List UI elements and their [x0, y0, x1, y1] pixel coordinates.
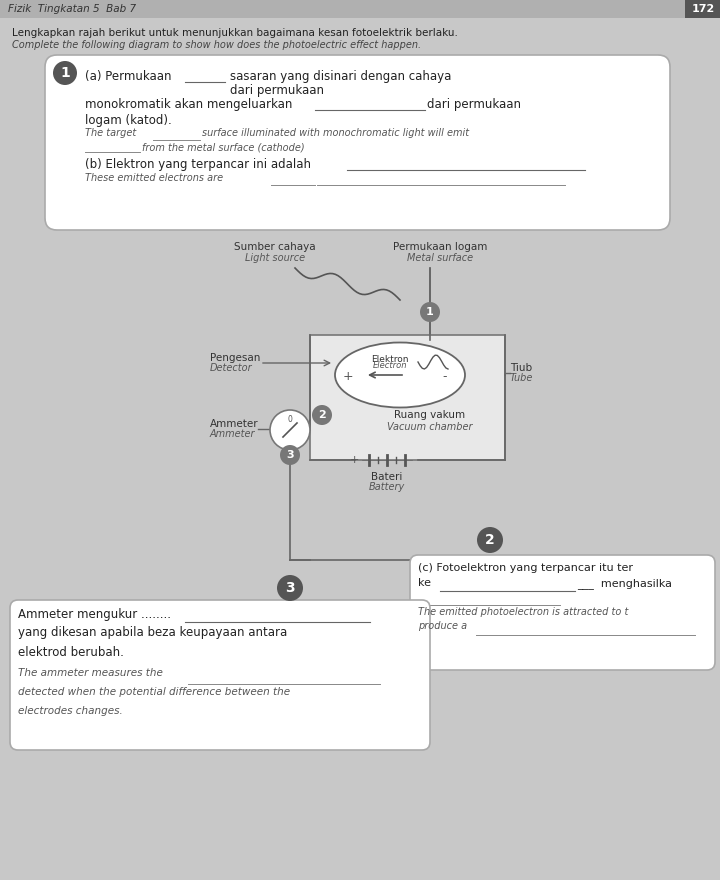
Text: 1: 1	[426, 307, 434, 317]
Text: Tiub: Tiub	[510, 363, 532, 373]
Ellipse shape	[335, 342, 465, 407]
Circle shape	[277, 575, 303, 601]
Text: Vacuum chamber: Vacuum chamber	[387, 422, 473, 432]
Text: -: -	[443, 370, 447, 384]
FancyBboxPatch shape	[410, 555, 715, 670]
Text: monokromatik akan mengeluarkan: monokromatik akan mengeluarkan	[85, 98, 292, 111]
Bar	[310, 335, 505, 460]
Circle shape	[312, 405, 332, 425]
Circle shape	[477, 527, 503, 553]
Text: Sumber cahaya: Sumber cahaya	[234, 242, 316, 252]
Text: (b) Elektron yang terpancar ini adalah: (b) Elektron yang terpancar ini adalah	[85, 158, 311, 171]
Text: surface illuminated with monochromatic light will emit: surface illuminated with monochromatic l…	[202, 128, 469, 138]
Text: Ammeter: Ammeter	[210, 429, 256, 439]
Text: detected when the potential difference between the: detected when the potential difference b…	[18, 687, 290, 697]
Text: Detector: Detector	[210, 363, 253, 373]
Circle shape	[280, 445, 300, 465]
Text: dari permukaan: dari permukaan	[230, 84, 324, 97]
Text: Ruang vakum: Ruang vakum	[395, 410, 466, 420]
Text: Bateri: Bateri	[372, 472, 402, 482]
Text: 3: 3	[286, 450, 294, 460]
Text: electrodes changes.: electrodes changes.	[18, 706, 122, 716]
Text: 0: 0	[287, 415, 292, 424]
Text: (c) Fotoelektron yang terpancar itu ter: (c) Fotoelektron yang terpancar itu ter	[418, 563, 633, 573]
Text: produce a: produce a	[418, 621, 467, 631]
Text: Complete the following diagram to show how does the photoelectric effect happen.: Complete the following diagram to show h…	[12, 40, 421, 50]
Text: Metal surface: Metal surface	[407, 253, 473, 263]
Text: yang dikesan apabila beza keupayaan antara: yang dikesan apabila beza keupayaan anta…	[18, 626, 287, 639]
Text: Electron: Electron	[373, 361, 408, 370]
Text: ___  menghasilka: ___ menghasilka	[577, 578, 672, 589]
Text: 2: 2	[318, 410, 326, 420]
Text: 172: 172	[691, 4, 715, 14]
Text: logam (katod).: logam (katod).	[85, 114, 172, 127]
Text: Permukaan logam: Permukaan logam	[393, 242, 487, 252]
Text: +: +	[350, 455, 359, 465]
Text: elektrod berubah.: elektrod berubah.	[18, 646, 124, 659]
Circle shape	[420, 302, 440, 322]
Circle shape	[53, 61, 77, 85]
Text: Ammeter mengukur ........: Ammeter mengukur ........	[18, 608, 171, 621]
Text: The emitted photoelectron is attracted to t: The emitted photoelectron is attracted t…	[418, 607, 629, 617]
Text: Ammeter: Ammeter	[210, 419, 258, 429]
Text: Tube: Tube	[510, 373, 534, 383]
Circle shape	[270, 410, 310, 450]
Text: 2: 2	[485, 533, 495, 547]
Text: sasaran yang disinari dengan cahaya: sasaran yang disinari dengan cahaya	[230, 70, 451, 83]
Bar	[685, 0, 720, 18]
Text: Light source: Light source	[245, 253, 305, 263]
Text: from the metal surface (cathode): from the metal surface (cathode)	[142, 142, 305, 152]
Text: These emitted electrons are: These emitted electrons are	[85, 173, 223, 183]
Text: Battery: Battery	[369, 482, 405, 492]
Text: +: +	[343, 370, 354, 384]
Text: (a) Permukaan: (a) Permukaan	[85, 70, 171, 83]
Text: Lengkapkan rajah berikut untuk menunjukkan bagaimana kesan fotoelektrik berlaku.: Lengkapkan rajah berikut untuk menunjukk…	[12, 28, 458, 38]
Text: The ammeter measures the: The ammeter measures the	[18, 668, 163, 678]
Text: ke: ke	[418, 578, 431, 588]
FancyBboxPatch shape	[10, 600, 430, 750]
Text: dari permukaan: dari permukaan	[427, 98, 521, 111]
Text: Elektron: Elektron	[372, 355, 409, 364]
Text: 1: 1	[60, 66, 70, 80]
Text: Pengesan: Pengesan	[210, 353, 261, 363]
Bar	[0, 0, 720, 18]
Text: The target: The target	[85, 128, 136, 138]
Text: Fizik  Tingkatan 5  Bab 7: Fizik Tingkatan 5 Bab 7	[8, 4, 136, 14]
FancyBboxPatch shape	[45, 55, 670, 230]
Text: 3: 3	[285, 581, 294, 595]
